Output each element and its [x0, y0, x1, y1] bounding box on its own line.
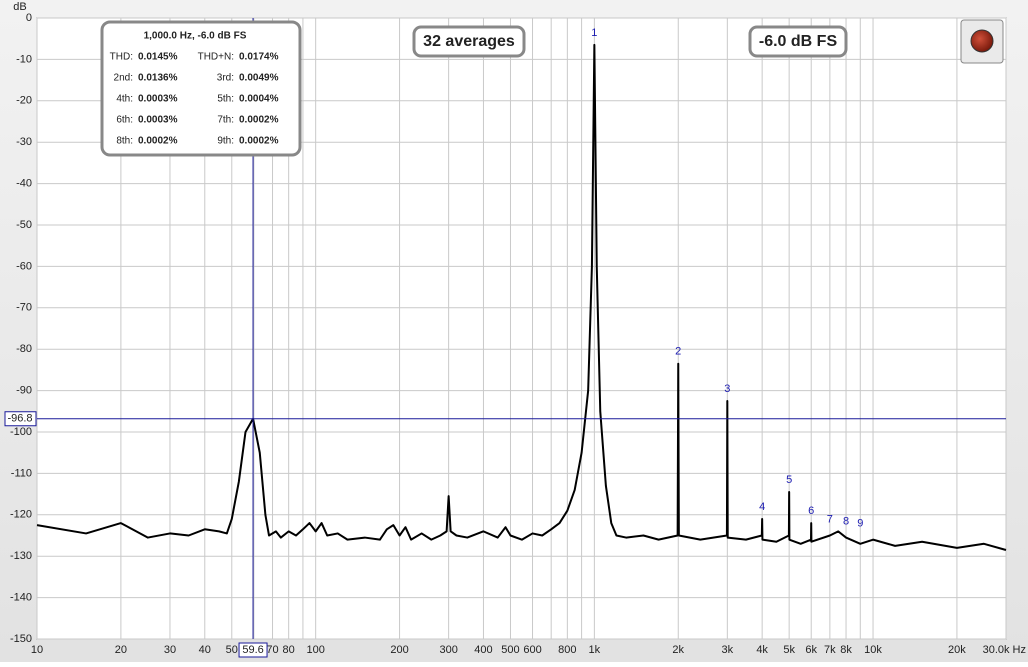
y-tick-label: -60 [16, 260, 32, 272]
x-tick-label: 50 [226, 644, 238, 656]
distortion-label: 2nd: [114, 73, 133, 84]
harmonic-label: 9 [857, 517, 863, 529]
x-tick-label: 6k [805, 644, 817, 656]
harmonic-label: 8 [843, 515, 849, 527]
y-tick-label: -120 [10, 509, 32, 521]
grid [36, 17, 1007, 640]
harmonic-label: 2 [675, 346, 681, 358]
y-tick-label: 0 [26, 12, 32, 24]
x-tick-label: 20 [115, 644, 127, 656]
cursor-x-box [238, 642, 268, 658]
x-tick-label: 70 [266, 644, 278, 656]
y-tick-label: -50 [16, 219, 32, 231]
x-tick-label: 10 [31, 644, 43, 656]
y-tick-label: -140 [10, 592, 32, 604]
distortion-label: 3rd: [217, 73, 234, 84]
x-tick-label: 30 [164, 644, 176, 656]
cursor-y-label: -96.8 [7, 413, 32, 425]
distortion-label: THD: [110, 52, 133, 63]
distortion-label: THD+N: [198, 52, 234, 63]
distortion-label: 6th: [116, 115, 133, 126]
level-badge: -6.0 dB FS [759, 33, 838, 50]
x-tick-label: 500 [501, 644, 519, 656]
badge-frame [412, 25, 526, 58]
y-tick-label: -100 [10, 426, 32, 438]
distortion-label: 9th: [217, 136, 234, 147]
distortion-rows: THD: 0.0145% THD+N: 0.0174% 2nd: 0.0136% 3rd: 0… [110, 52, 279, 147]
harmonic-label: 6 [808, 505, 814, 517]
harmonic-label: 3 [724, 383, 730, 395]
x-tick-label: 300 [439, 644, 457, 656]
averages-badge: 32 averages [423, 33, 515, 50]
x-tick-label: 200 [390, 644, 408, 656]
distortion-value: 0.0003% [138, 115, 178, 126]
x-tick-label: 7k [824, 644, 836, 656]
distortion-value: 0.0049% [239, 73, 279, 84]
distortion-label: 4th: [116, 94, 133, 105]
distortion-value: 0.0002% [239, 115, 279, 126]
distortion-label: 7th: [217, 115, 234, 126]
distortion-value: 0.0003% [138, 94, 178, 105]
harmonic-label: 5 [786, 474, 792, 486]
button-icon[interactable] [970, 29, 994, 53]
distortion-value: 0.0174% [239, 52, 279, 63]
x-tick-label: 80 [283, 644, 295, 656]
y-axis-label: dB [13, 1, 26, 13]
x-tick-label: 40 [199, 644, 211, 656]
y-tick-label: -40 [16, 178, 32, 190]
cursor-y-box [4, 411, 37, 427]
distortion-label: 5th: [217, 94, 234, 105]
distortion-value: 0.0002% [138, 136, 178, 147]
cursor-x-label: 59.6 [242, 644, 263, 656]
x-tick-label: 600 [523, 644, 541, 656]
y-tick-label: -70 [16, 302, 32, 314]
y-tick-label: -30 [16, 136, 32, 148]
distortion-value: 0.0004% [239, 94, 279, 105]
distortion-title: 1,000.0 Hz, -6.0 dB FS [144, 31, 247, 42]
y-tick-label: -80 [16, 343, 32, 355]
x-tick-label: 100 [306, 644, 324, 656]
distortion-label: 8th: [116, 136, 133, 147]
badge-frame [748, 25, 848, 58]
y-tick-label: -20 [16, 95, 32, 107]
distortion-value: 0.0145% [138, 52, 178, 63]
record-button[interactable] [960, 19, 1004, 64]
harmonic-label: 4 [759, 501, 765, 513]
x-tick-label: 30.0k Hz [983, 644, 1026, 656]
y-tick-label: -150 [10, 633, 32, 645]
distortion-frame [100, 20, 302, 157]
x-tick-label: 3k [722, 644, 734, 656]
distortion-value: 0.0136% [138, 73, 178, 84]
harmonic-label: 1 [591, 27, 597, 39]
y-tick-label: -130 [10, 550, 32, 562]
x-tick-label: 10k [864, 644, 882, 656]
x-tick-label: 4k [756, 644, 768, 656]
spectrum-line [36, 43, 1007, 551]
distortion-box: 1,000.0 Hz, -6.0 dB FS THD: 0.0145% THD+N:… [100, 20, 302, 157]
y-tick-label: -10 [16, 53, 32, 65]
y-tick-label: -90 [16, 385, 32, 397]
labels: -150-140-130-120-110-100-90-80-70-60-50-… [4, 12, 1026, 658]
x-tick-label: 8k [840, 644, 852, 656]
x-tick-label: 5k [783, 644, 795, 656]
distortion-value: 0.0002% [239, 136, 279, 147]
x-tick-label: 20k [948, 644, 966, 656]
x-tick-label: 400 [474, 644, 492, 656]
y-tick-label: -110 [11, 467, 32, 479]
x-tick-label: 2k [672, 644, 684, 656]
x-tick-label: 1k [589, 644, 601, 656]
x-tick-label: 800 [558, 644, 576, 656]
harmonic-label: 7 [827, 513, 833, 525]
